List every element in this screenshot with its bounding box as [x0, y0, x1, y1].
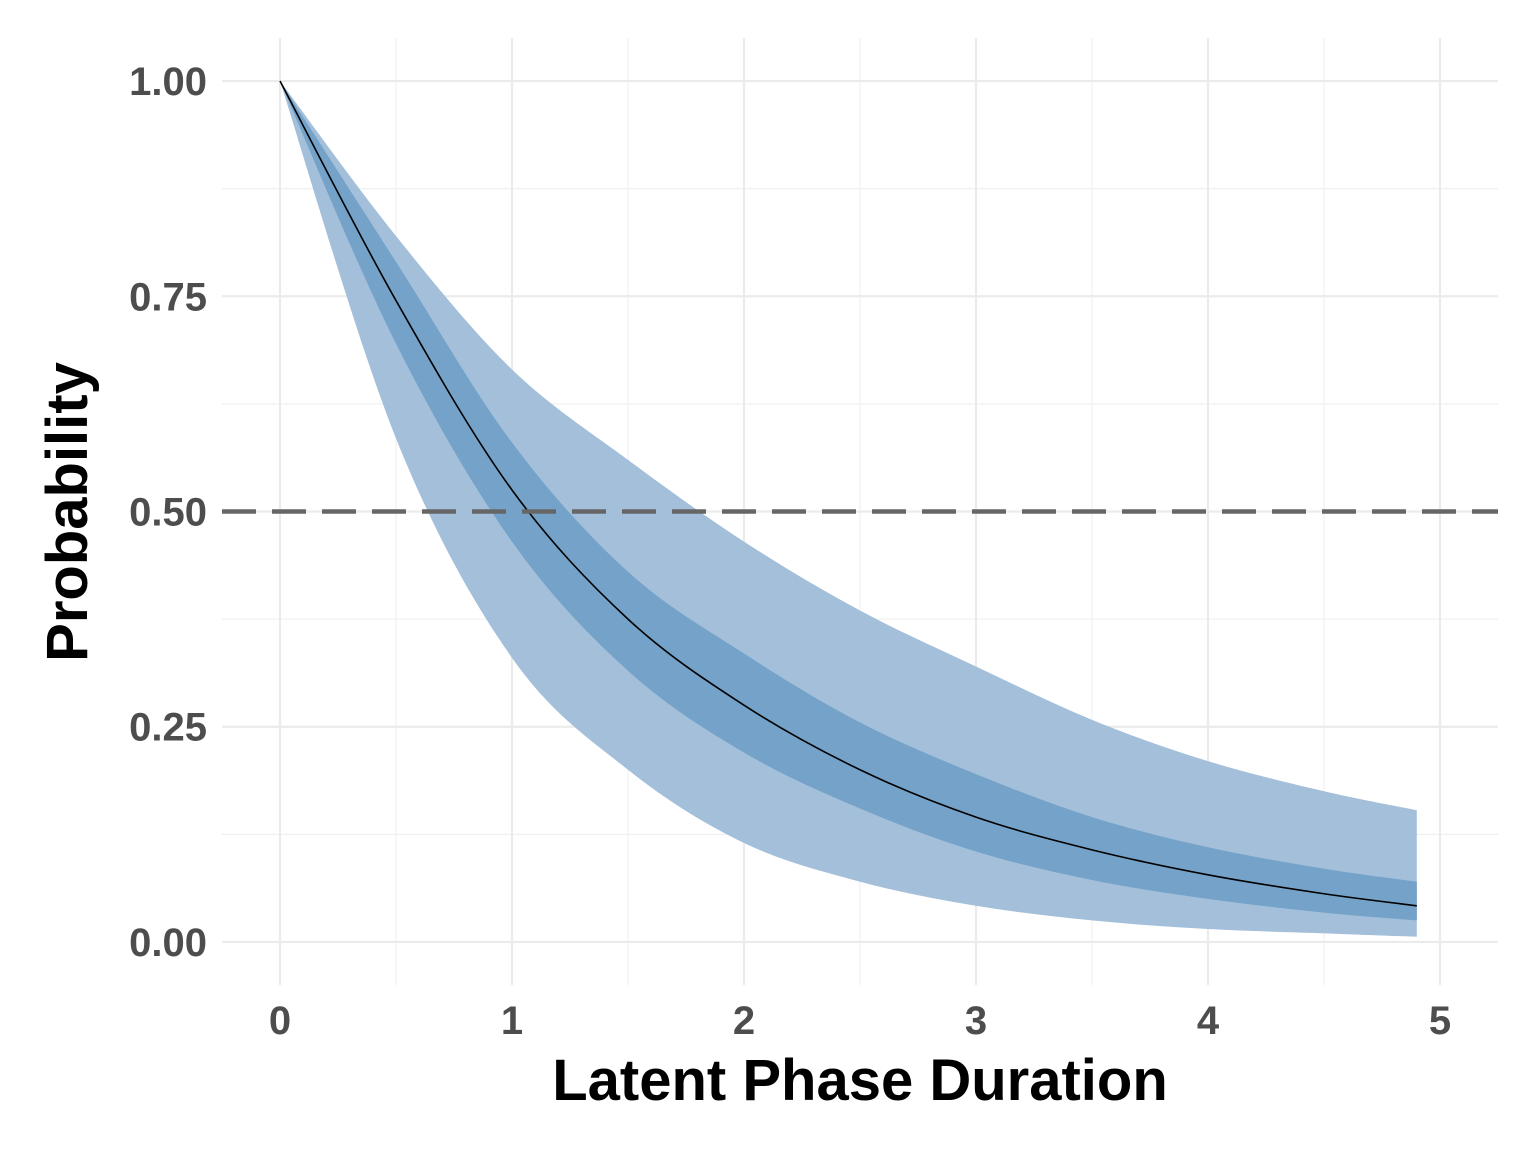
y-axis-title: Probability [35, 362, 100, 662]
confidence-bands [280, 81, 1417, 937]
x-tick-label: 2 [733, 999, 755, 1043]
y-tick-labels: 0.00 0.25 0.50 0.75 1.00 [129, 60, 207, 965]
series-line-0 [279, 80, 1417, 907]
x-tick-label: 3 [965, 999, 987, 1043]
x-tick-labels: 0 1 2 3 4 5 [269, 999, 1451, 1043]
x-tick-label: 5 [1429, 999, 1451, 1043]
ci-band-inner [280, 81, 1417, 921]
y-tick-label: 0.00 [129, 921, 207, 965]
y-tick-label: 0.75 [129, 275, 207, 319]
y-tick-label: 0.50 [129, 491, 207, 535]
y-tick-label: 0.25 [129, 706, 207, 750]
series-lines [279, 80, 1417, 907]
ci-band-outer [280, 81, 1417, 937]
x-axis-title: Latent Phase Duration [552, 1048, 1168, 1113]
x-tick-label: 0 [269, 999, 291, 1043]
x-tick-label: 4 [1197, 999, 1220, 1043]
y-tick-label: 1.00 [129, 60, 207, 104]
x-tick-label: 1 [501, 999, 523, 1043]
